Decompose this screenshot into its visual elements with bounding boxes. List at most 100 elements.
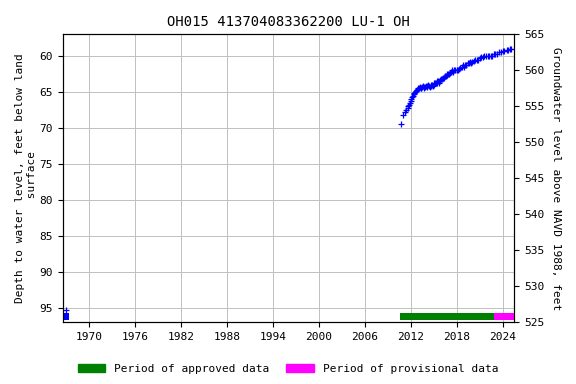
Point	[409, 91, 418, 97]
Point	[454, 66, 464, 72]
Point	[497, 49, 506, 55]
Point	[471, 56, 480, 63]
Point	[475, 55, 484, 61]
Point	[452, 67, 461, 73]
Point	[442, 72, 451, 78]
Point	[448, 67, 457, 73]
Point	[491, 51, 500, 58]
Bar	[64, 313, 69, 320]
Point	[435, 78, 444, 84]
Point	[408, 94, 417, 100]
Point	[458, 62, 467, 68]
Point	[427, 82, 436, 88]
Point	[419, 84, 428, 90]
Point	[444, 71, 453, 77]
Point	[397, 121, 406, 127]
Point	[404, 102, 414, 108]
Point	[482, 53, 491, 59]
Point	[484, 53, 494, 59]
Point	[423, 83, 432, 89]
Point	[477, 54, 486, 60]
Point	[430, 80, 439, 86]
Point	[403, 105, 412, 111]
Point	[433, 78, 442, 84]
Point	[507, 46, 516, 52]
Point	[439, 74, 449, 81]
Point	[457, 64, 466, 70]
Point	[446, 69, 456, 75]
Point	[494, 49, 503, 55]
Point	[453, 67, 463, 73]
Point	[423, 82, 433, 88]
Point	[62, 307, 71, 313]
Point	[486, 53, 495, 59]
Point	[437, 76, 446, 82]
Bar	[494, 313, 514, 320]
Point	[406, 100, 415, 106]
Point	[460, 62, 469, 68]
Point	[414, 85, 423, 91]
Point	[461, 61, 471, 68]
Point	[492, 51, 501, 57]
Point	[421, 83, 430, 89]
Point	[437, 76, 446, 82]
Point	[465, 59, 475, 65]
Point	[503, 47, 513, 53]
Point	[456, 65, 465, 71]
Point	[418, 84, 427, 90]
Point	[478, 54, 487, 60]
Point	[487, 53, 497, 59]
Point	[505, 46, 514, 52]
Point	[434, 78, 443, 84]
Legend: Period of approved data, Period of provisional data: Period of approved data, Period of provi…	[73, 359, 503, 379]
Point	[469, 58, 479, 64]
Point	[429, 82, 438, 88]
Point	[480, 53, 489, 59]
Point	[468, 59, 477, 65]
Point	[416, 85, 425, 91]
Point	[450, 67, 459, 73]
Point	[489, 51, 498, 58]
Point	[412, 87, 421, 93]
Point	[441, 73, 450, 79]
Point	[432, 79, 441, 86]
Point	[483, 53, 492, 59]
Point	[427, 82, 437, 88]
Point	[422, 84, 431, 90]
Y-axis label: Depth to water level, feet below land
 surface: Depth to water level, feet below land su…	[15, 53, 37, 303]
Point	[430, 79, 439, 86]
Point	[416, 85, 426, 91]
Point	[413, 86, 422, 92]
Point	[411, 89, 420, 95]
Point	[463, 60, 472, 66]
Point	[407, 96, 416, 102]
Point	[434, 79, 444, 86]
Point	[441, 73, 450, 79]
Point	[498, 48, 507, 54]
Point	[445, 70, 454, 76]
Point	[500, 48, 509, 54]
Point	[428, 83, 437, 89]
Point	[410, 90, 419, 96]
Point	[415, 84, 425, 90]
Point	[444, 71, 453, 77]
Point	[467, 60, 476, 66]
Point	[431, 80, 441, 86]
Point	[474, 56, 483, 63]
Point	[404, 103, 413, 109]
Point	[420, 84, 430, 90]
Bar	[400, 313, 494, 320]
Point	[425, 84, 434, 90]
Point	[406, 98, 415, 104]
Point	[451, 67, 460, 73]
Point	[436, 77, 445, 83]
Y-axis label: Groundwater level above NAVD 1988, feet: Groundwater level above NAVD 1988, feet	[551, 47, 561, 310]
Point	[449, 69, 458, 75]
Point	[459, 64, 468, 70]
Title: OH015 413704083362200 LU-1 OH: OH015 413704083362200 LU-1 OH	[167, 15, 410, 29]
Point	[425, 83, 434, 89]
Point	[399, 112, 408, 118]
Point	[408, 93, 418, 99]
Point	[438, 74, 448, 81]
Point	[411, 88, 420, 94]
